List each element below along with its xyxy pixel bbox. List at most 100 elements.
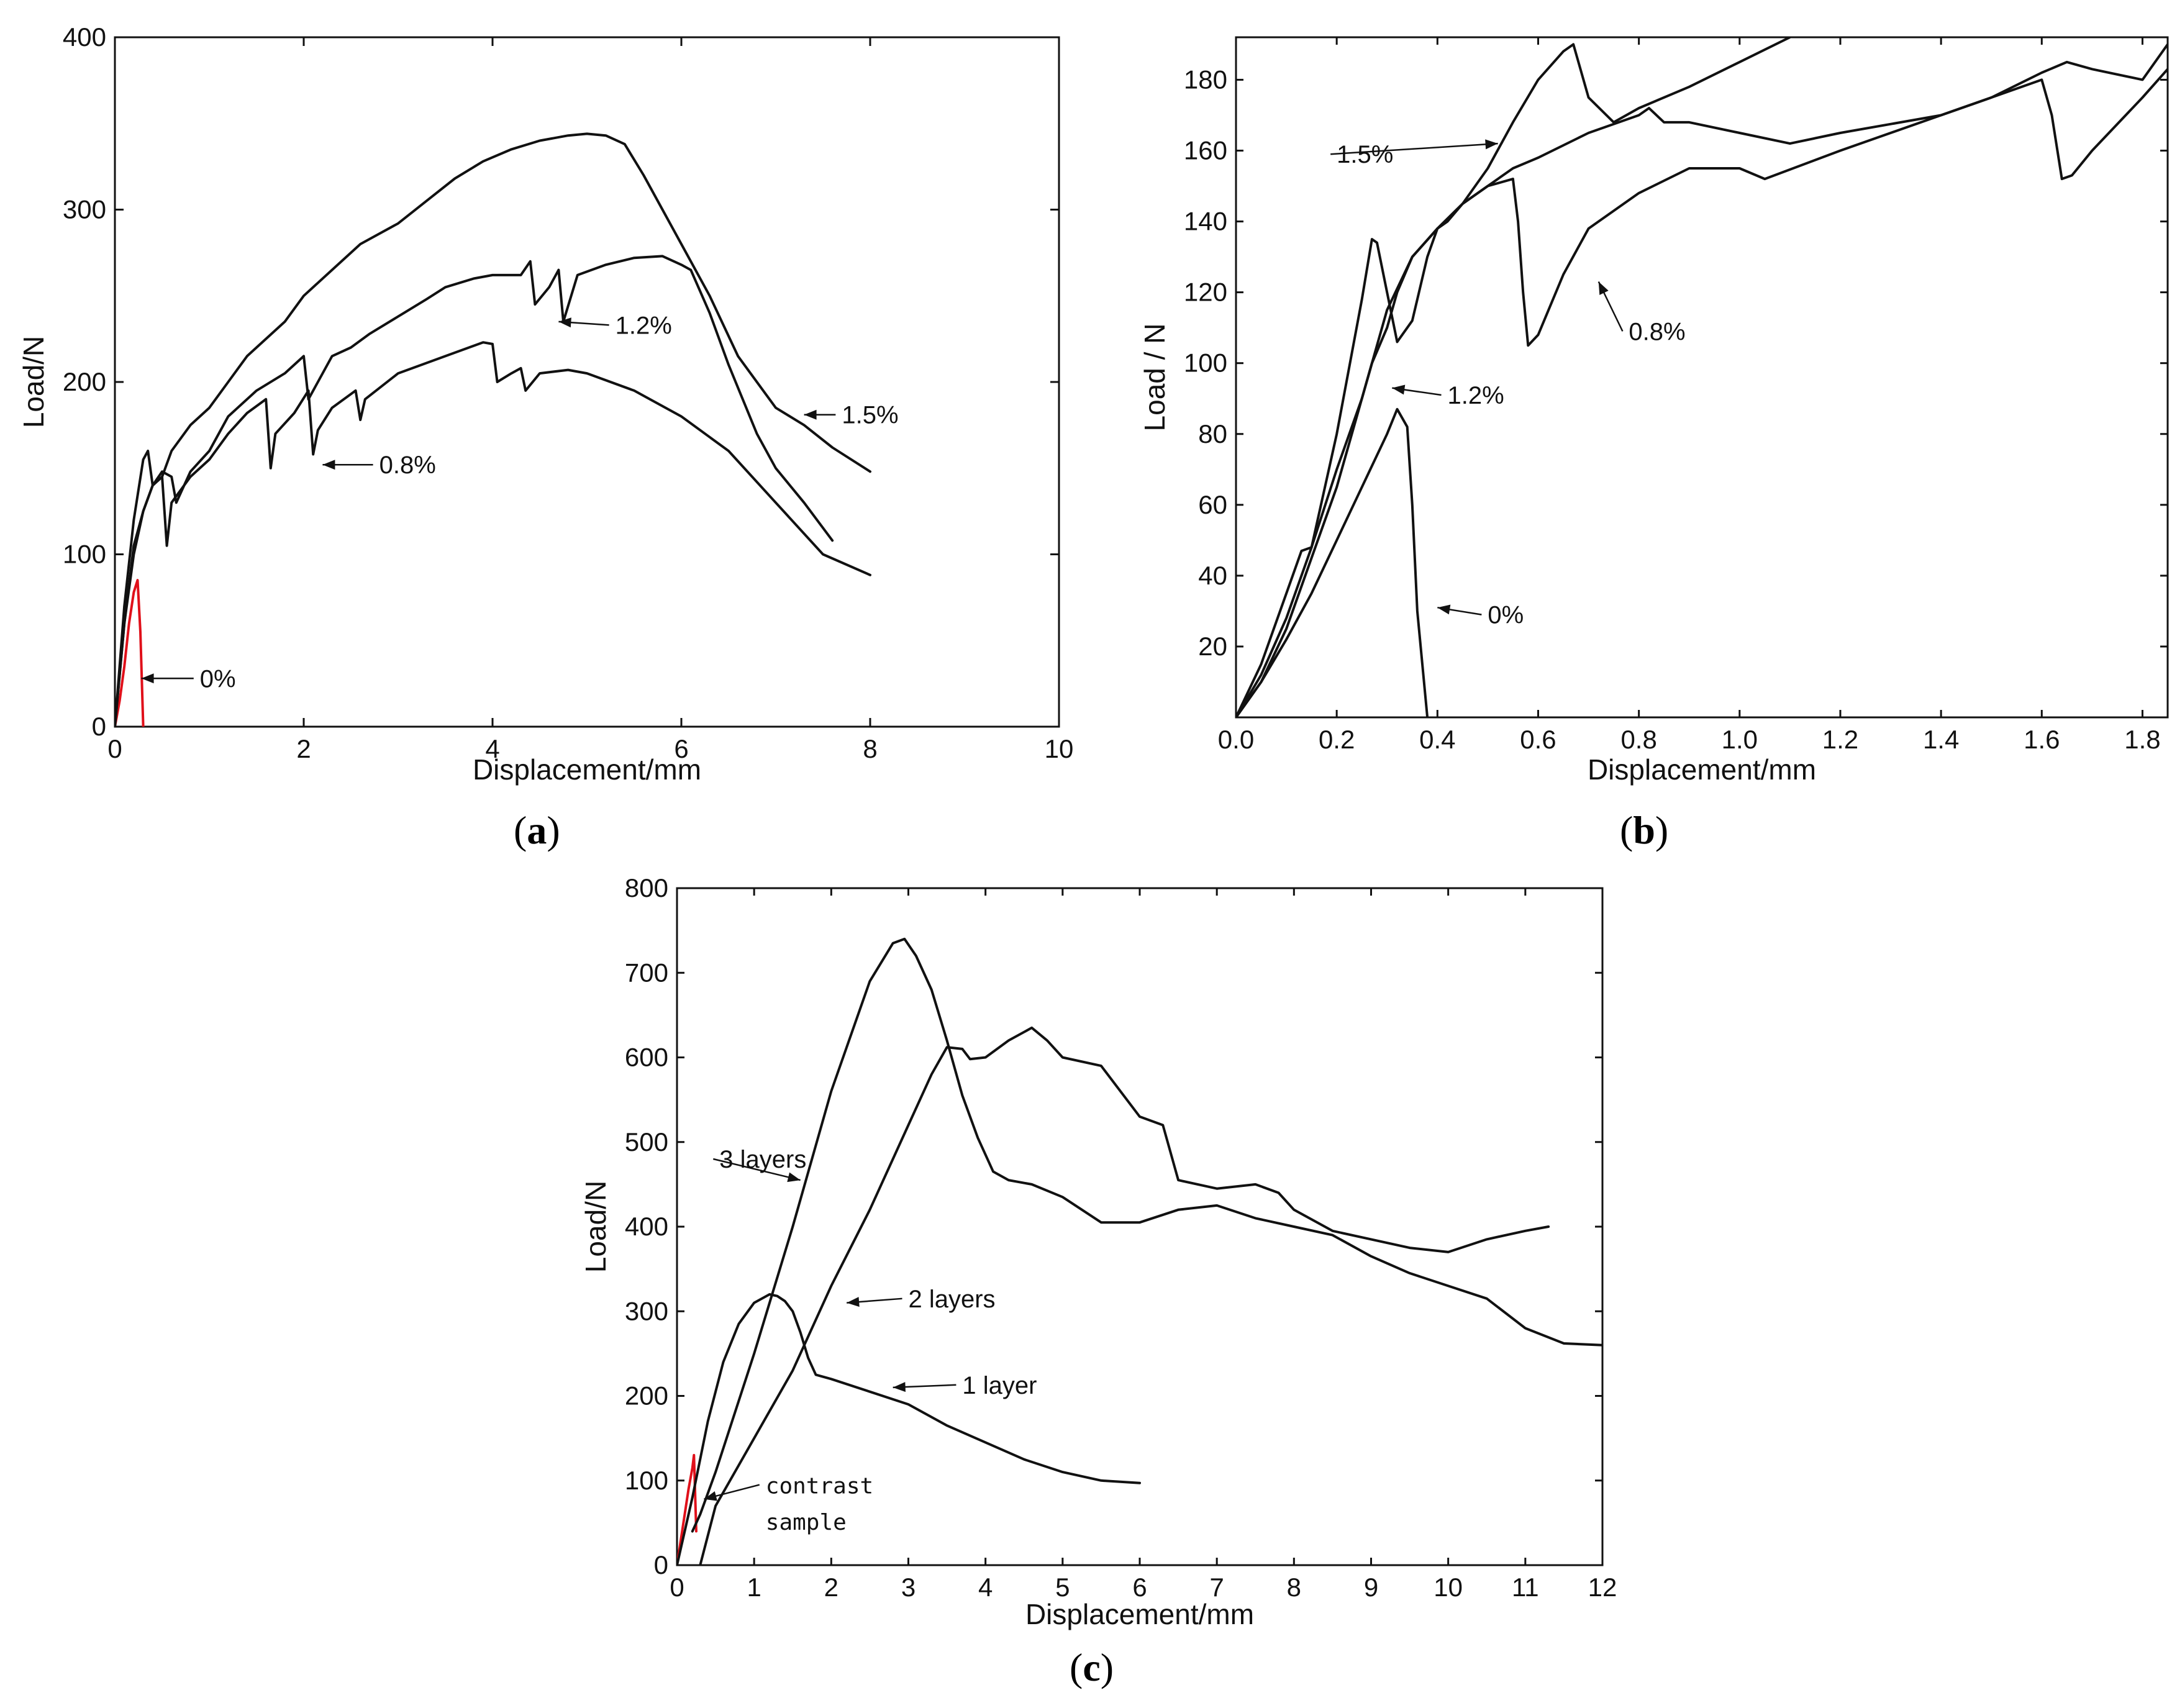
x-tick-label: 0.4: [1419, 725, 1455, 754]
x-tick-label: 7: [1209, 1573, 1224, 1602]
annotation-label: 1 layer: [962, 1372, 1037, 1399]
caption-c: (c): [1070, 1645, 1114, 1689]
y-tick-label: 80: [1198, 419, 1227, 448]
y-tick-label: 400: [625, 1212, 668, 1241]
y-axis-title: Load/N: [17, 336, 50, 428]
y-tick-label: 160: [1184, 136, 1227, 165]
annotation-arrowhead: [558, 317, 571, 328]
y-tick-label: 100: [625, 1466, 668, 1495]
y-tick-label: 60: [1198, 490, 1227, 519]
x-tick-label: 2: [824, 1573, 838, 1602]
annotation-label: 0.8%: [379, 452, 436, 479]
x-tick-label: 6: [1132, 1573, 1147, 1602]
x-tick-label: 1.0: [1722, 725, 1758, 754]
annotation-arrowhead: [322, 460, 335, 470]
x-tick-label: 5: [1055, 1573, 1070, 1602]
chart-panel-c: 0 1 2 3 4 5 6 7 8 9 10 11 12010020030040050060070080…: [579, 873, 1617, 1630]
x-tick-label: 10: [1045, 734, 1074, 763]
x-tick-label: 12: [1588, 1573, 1617, 1602]
series-group: [677, 937, 1602, 1565]
annotation-arrowhead: [787, 1172, 801, 1183]
series-line-1-2-: [115, 255, 834, 727]
annotation-arrowhead: [893, 1382, 906, 1392]
plot-frame: [1235, 36, 2169, 719]
series-line-2-layers: [699, 1026, 1550, 1565]
plot-frame: [676, 887, 1604, 1566]
x-tick-label: 6: [674, 734, 688, 763]
annotation-arrowhead: [141, 673, 154, 684]
x-tick-label: 1.2: [1822, 725, 1858, 754]
x-tick-label: 0: [670, 1573, 684, 1602]
annotation-arrow: [712, 1158, 801, 1181]
y-tick-label: 120: [1184, 278, 1227, 307]
chart-panel-b: 0.0 0.2 0.4 0.6 0.8 1.0 1.2 1.4 1.6 1.8 20 40 60 80 10…: [1138, 36, 2169, 786]
y-tick-label: 0: [92, 712, 106, 741]
y-tick-label: 40: [1198, 561, 1227, 590]
caption-b: (b): [1620, 808, 1669, 852]
series-group: [1236, 37, 2168, 717]
x-axis-title: Displacement/mm: [1588, 753, 1816, 786]
annotation-label: 0%: [1488, 602, 1524, 629]
annotation-label: 1.2%: [616, 312, 672, 339]
annotation-label: 0.8%: [1629, 318, 1685, 345]
series-line-0-: [115, 579, 145, 727]
x-tick-label: 11: [1512, 1573, 1539, 1602]
y-axis-title: Load / N: [1138, 324, 1171, 432]
series-line-1-5-: [1236, 37, 1791, 717]
x-tick-label: 1.4: [1923, 725, 1959, 754]
y-tick-label: 200: [63, 367, 106, 396]
x-tick-label: 1.8: [2124, 725, 2160, 754]
x-tick-label: 4: [978, 1573, 993, 1602]
y-tick-label: 600: [625, 1043, 668, 1072]
y-tick-label: 20: [1198, 632, 1227, 661]
y-tick-label: 180: [1184, 65, 1227, 94]
x-tick-label: 0: [107, 734, 122, 763]
annotation-arrowhead: [1485, 139, 1498, 150]
series-line-1-5-: [115, 132, 871, 727]
y-tick-label: 700: [625, 958, 668, 987]
annotation-arrow: [1330, 142, 1498, 155]
y-tick-label: 300: [625, 1296, 668, 1325]
annotation-arrowhead: [704, 1491, 717, 1501]
x-tick-label: 2: [296, 734, 311, 763]
annotation-label: 0%: [200, 665, 236, 693]
y-tick-label: 500: [625, 1127, 668, 1156]
x-tick-label: 8: [863, 734, 877, 763]
x-tick-label: 10: [1434, 1573, 1463, 1602]
annotation-label: contrast: [766, 1474, 873, 1499]
y-tick-label: 400: [63, 22, 106, 52]
series-line-1-layer: [677, 1293, 1141, 1565]
annotation-arrowhead: [1598, 281, 1609, 296]
annotation-label: 1.2%: [1448, 382, 1504, 409]
series-line-3-layers: [691, 937, 1602, 1533]
x-axis-title: Displacement/mm: [1025, 1598, 1254, 1630]
annotation-arrowhead: [1392, 384, 1406, 395]
annotation-label: 1.5%: [842, 402, 898, 429]
annotation-label: sample: [766, 1510, 847, 1535]
annotation-arrowhead: [1437, 604, 1451, 615]
annotation-label: 2 layers: [909, 1286, 996, 1313]
x-tick-label: 0.6: [1520, 725, 1556, 754]
x-tick-label: 9: [1364, 1573, 1378, 1602]
caption-a: (a): [514, 808, 560, 852]
x-tick-label: 0.8: [1620, 725, 1656, 754]
series-line-contrast-sample: [677, 1453, 697, 1565]
x-tick-label: 4: [485, 734, 499, 763]
x-tick-label: 3: [901, 1573, 916, 1602]
y-tick-label: 300: [63, 195, 106, 224]
annotation-label: 1.5%: [1337, 141, 1393, 168]
series-line-1-2-: [1236, 43, 2168, 717]
y-axis-title: Load/N: [579, 1181, 612, 1273]
x-tick-label: 0.0: [1218, 725, 1254, 754]
y-tick-label: 0: [654, 1550, 668, 1579]
y-tick-label: 100: [63, 540, 106, 569]
annotation-arrowhead: [804, 409, 817, 420]
x-tick-label: 0.2: [1319, 725, 1355, 754]
series-line-0-8-: [115, 341, 871, 727]
y-tick-label: 100: [1184, 348, 1227, 378]
y-tick-label: 140: [1184, 207, 1227, 236]
series-line-0-: [1236, 407, 1429, 717]
annotation-arrowhead: [847, 1297, 860, 1307]
x-tick-label: 1.6: [2024, 725, 2060, 754]
y-tick-label: 800: [625, 873, 668, 902]
